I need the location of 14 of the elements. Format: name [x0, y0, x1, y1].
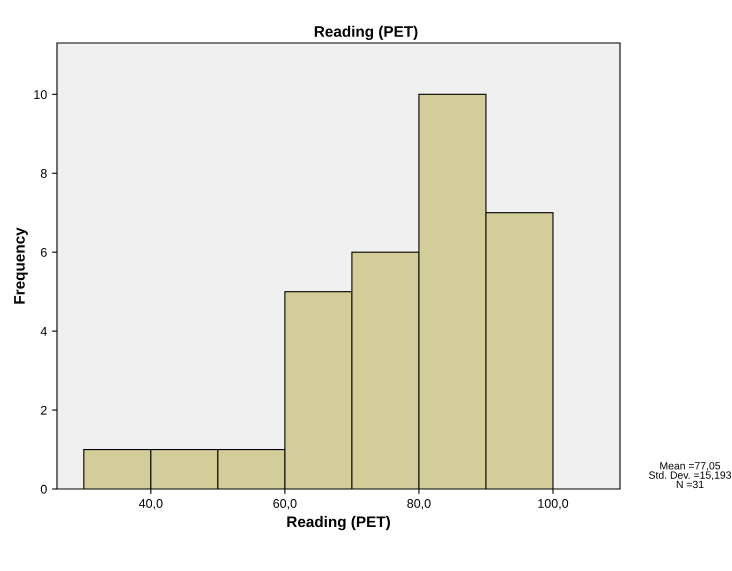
- y-tick-label: 4: [40, 327, 47, 336]
- y-tick-label: 8: [40, 169, 47, 178]
- y-tick-label: 0: [40, 484, 47, 494]
- y-tick-label: 2: [40, 406, 47, 415]
- x-tick-label: 40,0: [138, 499, 163, 510]
- x-tick-label: 100,0: [538, 499, 568, 510]
- text: Mean =77,05 Std. Dev. =15,193 N =31: [649, 462, 731, 488]
- y-axis-title: Frequency: [14, 227, 28, 304]
- x-tick-label: 80,0: [407, 499, 431, 510]
- y-tick-label: 10: [34, 90, 47, 99]
- chart-title: Reading (PET): [314, 26, 418, 40]
- x-axis-title: Reading (PET): [287, 516, 390, 530]
- x-tick-label: 60,0: [273, 499, 297, 510]
- y-tick-label: 6: [40, 248, 47, 257]
